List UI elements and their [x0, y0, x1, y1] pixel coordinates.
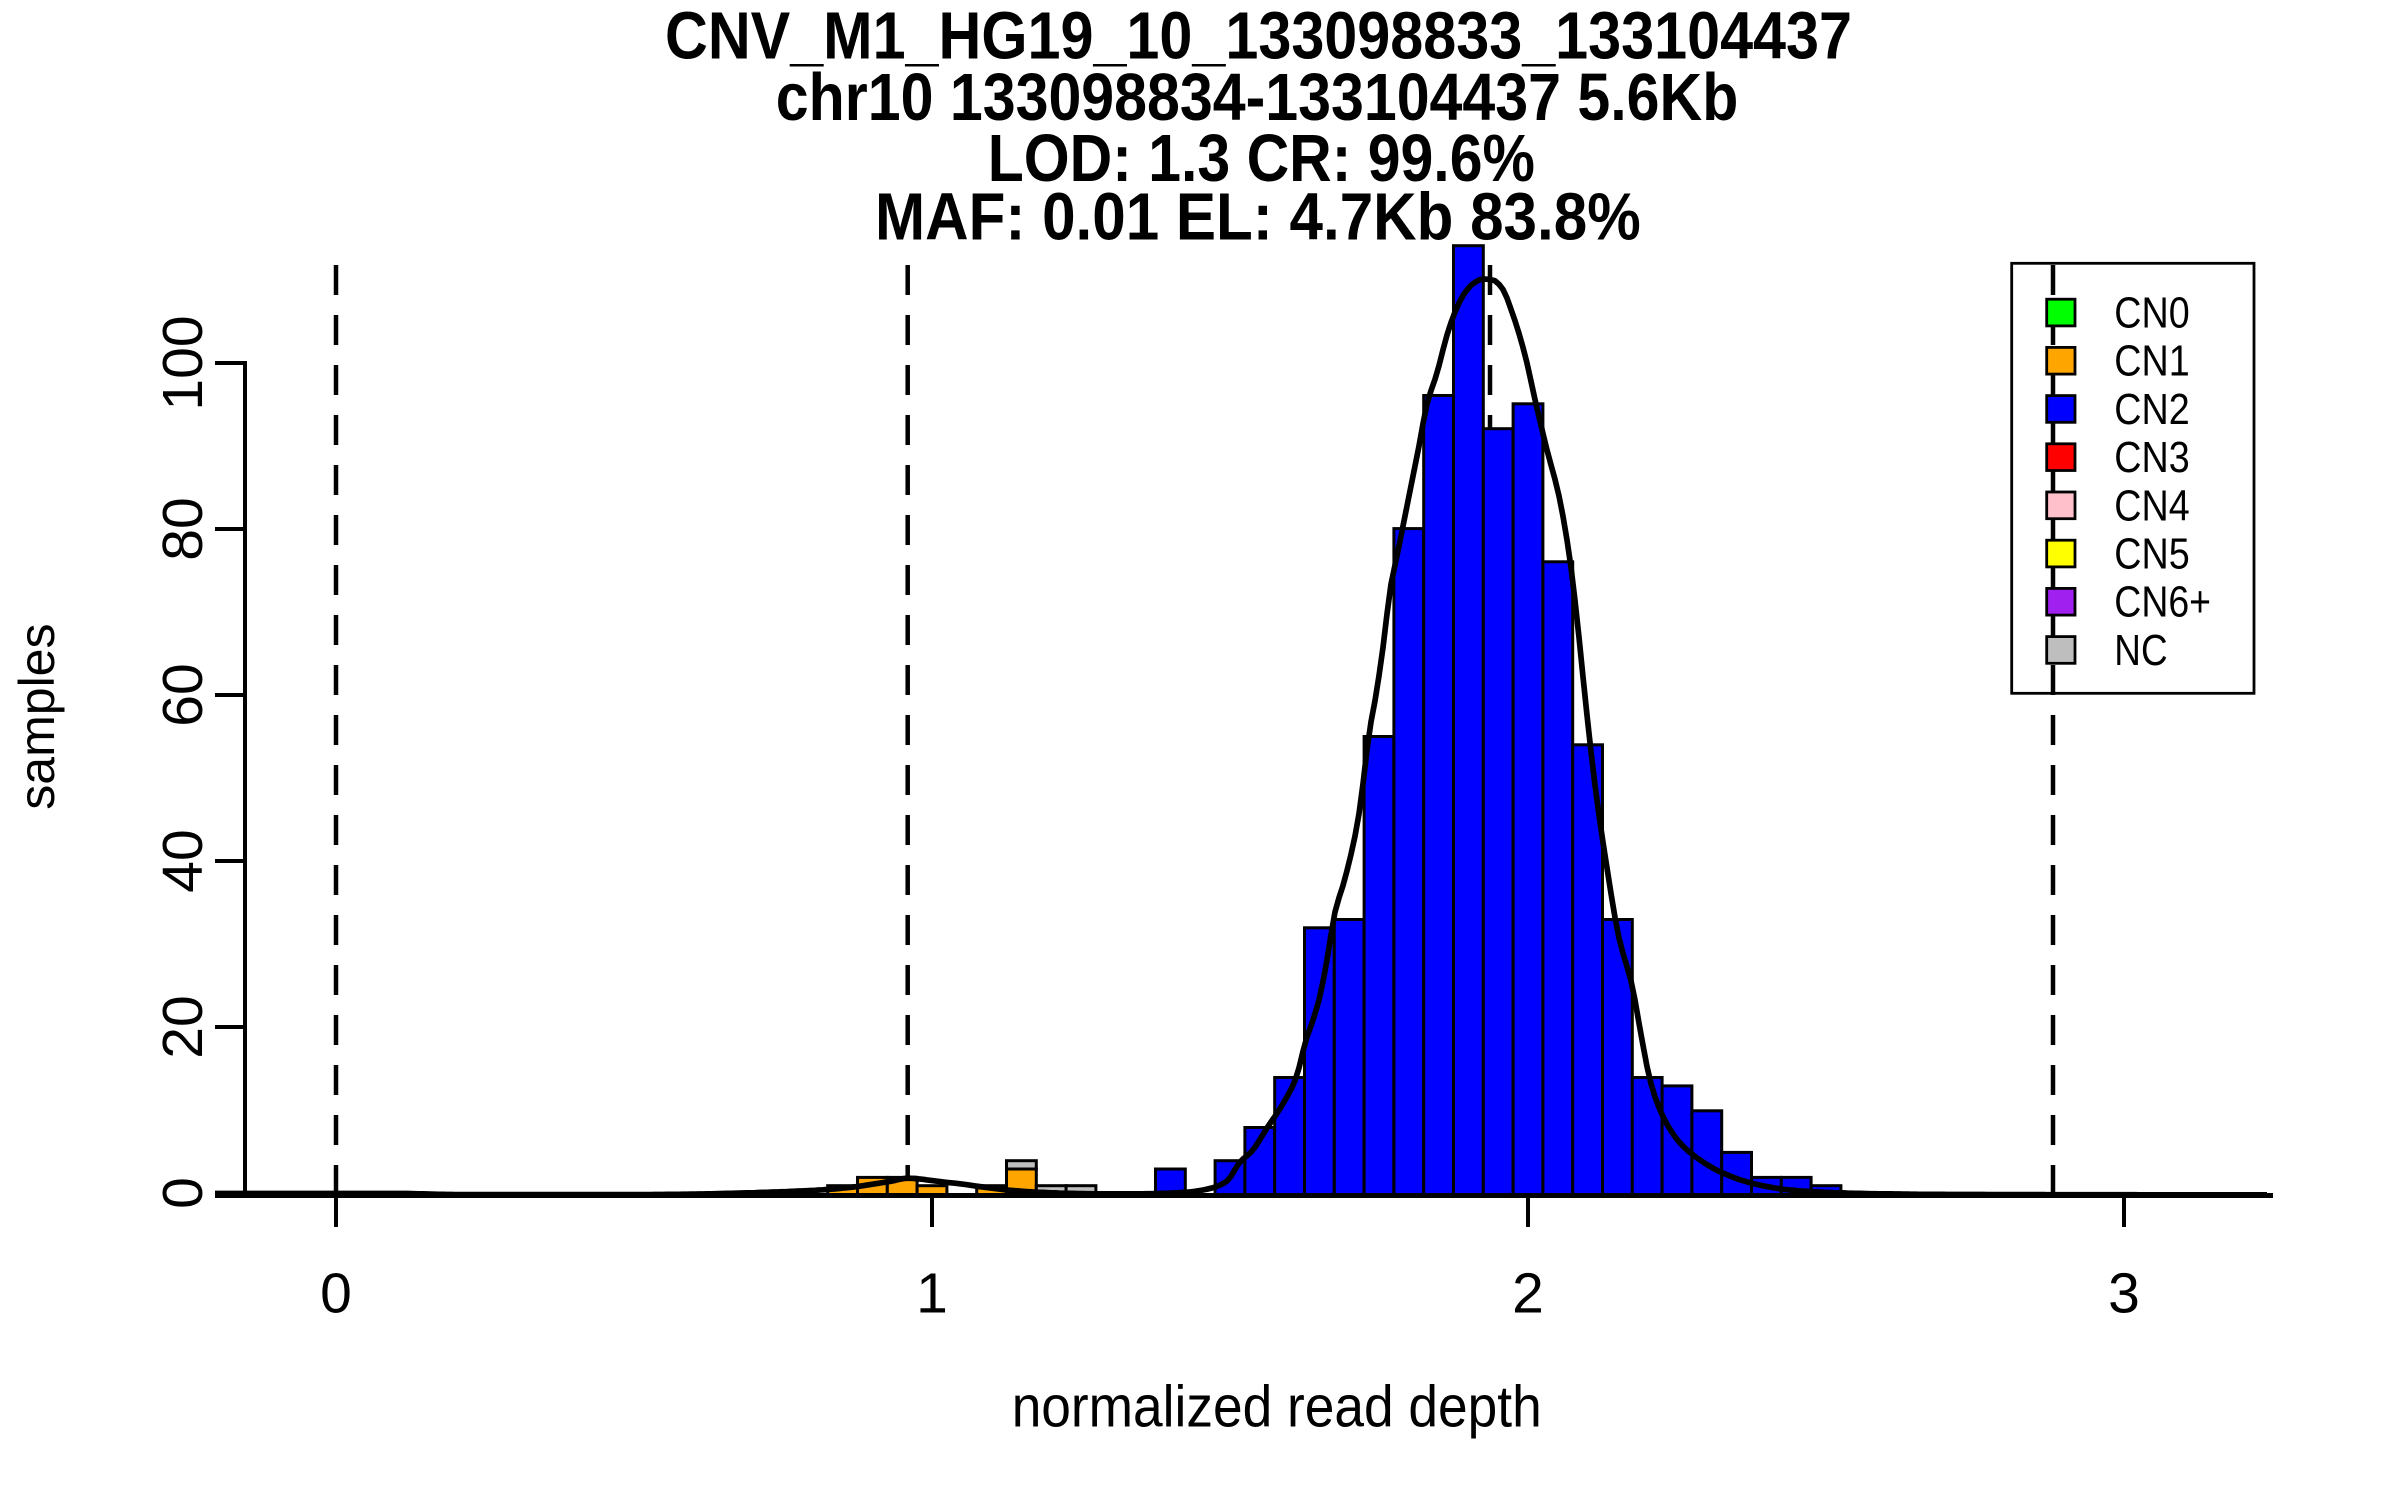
svg-text:CN2: CN2 [2114, 385, 2189, 434]
svg-text:CN0: CN0 [2114, 289, 2189, 338]
svg-text:CN4: CN4 [2114, 481, 2189, 530]
svg-text:3: 3 [2108, 1261, 2140, 1325]
svg-text:0: 0 [320, 1261, 352, 1325]
svg-text:0: 0 [151, 1177, 215, 1209]
svg-text:CNV_M1_HG19_10_133098833_13310: CNV_M1_HG19_10_133098833_133104437 [665, 0, 1852, 74]
svg-text:60: 60 [151, 663, 215, 726]
svg-text:NC: NC [2114, 626, 2167, 675]
svg-text:MAF: 0.01 EL: 4.7Kb 83.8%: MAF: 0.01 EL: 4.7Kb 83.8% [875, 180, 1641, 255]
svg-text:LOD: 1.3 CR: 99.6%: LOD: 1.3 CR: 99.6% [988, 121, 1535, 196]
svg-text:2: 2 [1512, 1261, 1544, 1325]
svg-text:40: 40 [151, 829, 215, 892]
svg-text:CN5: CN5 [2114, 530, 2189, 579]
svg-text:CN6+: CN6+ [2114, 578, 2211, 627]
svg-text:normalized read depth: normalized read depth [1012, 1375, 1542, 1440]
svg-text:20: 20 [151, 995, 215, 1058]
svg-text:chr10 133098834-133104437 5.6K: chr10 133098834-133104437 5.6Kb [776, 60, 1739, 135]
svg-text:CN1: CN1 [2114, 337, 2189, 386]
svg-text:CN3: CN3 [2114, 433, 2189, 482]
svg-text:100: 100 [151, 315, 215, 410]
svg-text:1: 1 [916, 1261, 948, 1325]
svg-text:80: 80 [151, 497, 215, 560]
svg-text:samples: samples [9, 624, 65, 810]
